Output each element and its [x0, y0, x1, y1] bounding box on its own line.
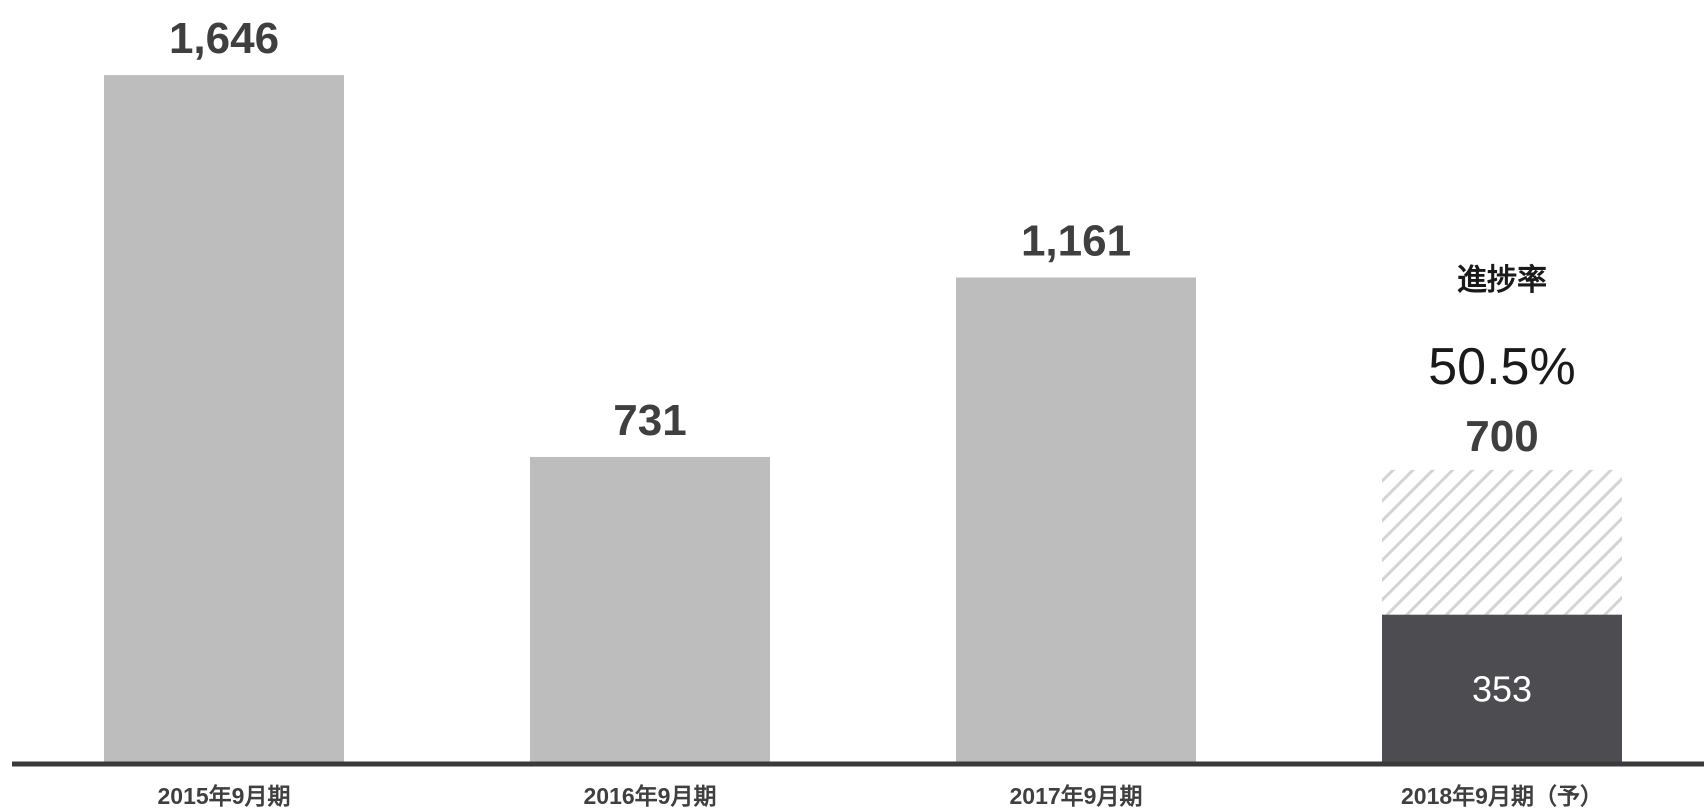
bar-forecast-achieved: [1382, 614, 1622, 762]
bars-layer: [104, 75, 1622, 762]
bar-forecast-remaining: [1382, 469, 1622, 615]
x-tick-labels: 2015年9月期 2016年9月期 2017年9月期 2018年9月期（予）: [158, 783, 1603, 809]
bar-value-label: 1,646: [169, 14, 279, 63]
x-tick-label: 2015年9月期: [158, 783, 291, 809]
labels-layer: 1,646 731 1,161 353 700 50.5% 進捗率: [169, 14, 1576, 709]
bar-achieved-value-label: 353: [1472, 668, 1532, 709]
bar: [104, 75, 344, 762]
bar: [956, 277, 1196, 762]
bar: [530, 456, 770, 762]
bar-value-label: 700: [1465, 412, 1538, 461]
bar-value-label: 1,161: [1021, 217, 1131, 266]
bar-value-label: 731: [613, 396, 686, 445]
x-tick-label: 2018年9月期（予）: [1401, 783, 1603, 809]
x-tick-label: 2017年9月期: [1010, 783, 1143, 809]
progress-rate-title: 進捗率: [1457, 263, 1547, 298]
progress-rate-value: 50.5%: [1428, 338, 1575, 396]
x-tick-label: 2016年9月期: [584, 783, 717, 809]
